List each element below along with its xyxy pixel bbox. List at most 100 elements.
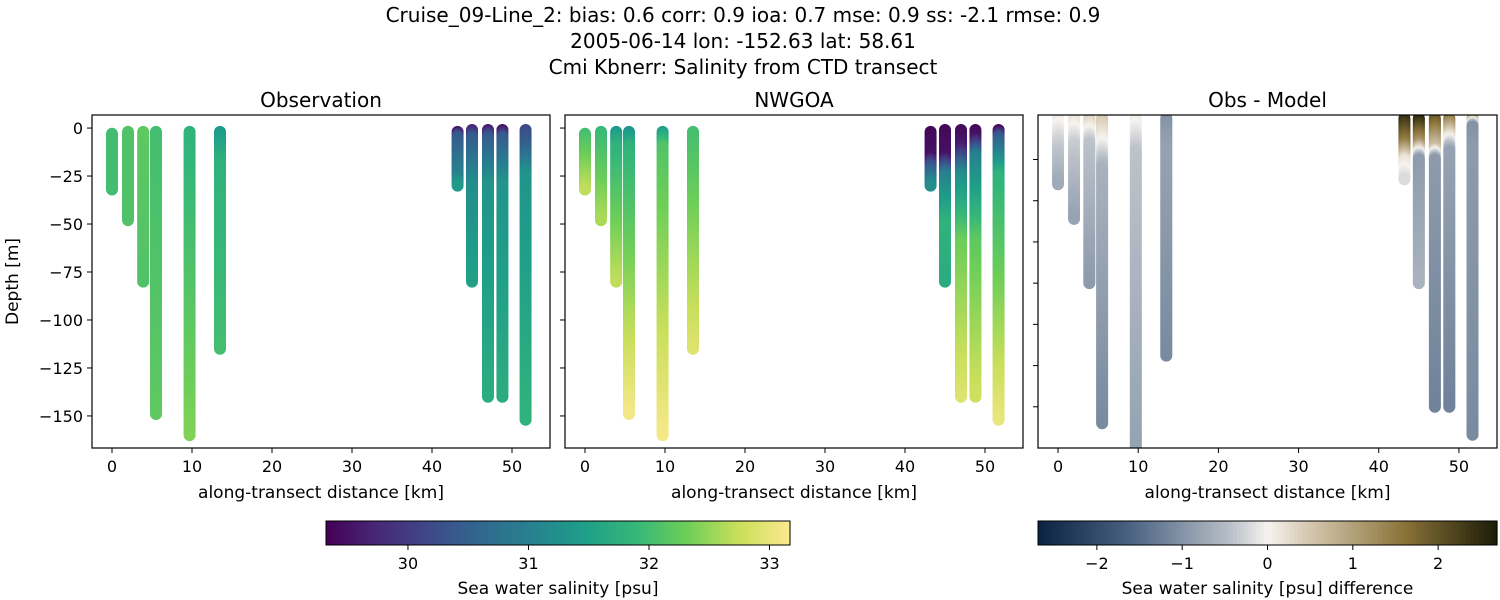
figure-title-line-1: Cruise_09-Line_2: bias: 0.6 corr: 0.9 io… <box>386 3 1101 27</box>
colorbar-swatch <box>1286 521 1292 545</box>
colorbar-swatch <box>759 521 764 545</box>
data-point-cast-3 <box>137 275 150 288</box>
colorbar-swatch <box>712 521 718 545</box>
colorbar-swatch <box>1057 521 1062 545</box>
colorbar-swatch <box>515 521 520 545</box>
data-point-cast-9 <box>1428 400 1441 413</box>
colorbar-swatch <box>418 521 424 545</box>
colorbar-swatch <box>426 521 431 545</box>
colorbar-swatch <box>1217 521 1223 545</box>
colorbar-swatch <box>1481 521 1487 545</box>
colorbar-tick-label: 0 <box>1262 554 1272 573</box>
colorbar-swatch <box>1401 521 1406 545</box>
colorbar-swatch <box>1435 521 1441 545</box>
colorbar-swatch <box>1110 521 1116 545</box>
colorbar-swatch <box>1168 521 1173 545</box>
colorbar-swatch <box>1344 521 1349 545</box>
colorbar-swatch <box>1164 521 1169 545</box>
colorbar-swatch <box>1236 521 1242 545</box>
colorbar-swatch <box>1412 521 1418 545</box>
colorbar-swatch <box>1194 521 1200 545</box>
data-point-cast-4 <box>623 408 635 421</box>
x-axis-label: along-transect distance [km] <box>671 483 917 503</box>
colorbar-swatch <box>469 521 474 545</box>
colorbar-swatch <box>1393 521 1399 545</box>
colorbar-label: Sea water salinity [psu] <box>458 579 659 599</box>
colorbar-swatch <box>1099 521 1104 545</box>
colorbar-swatch <box>380 521 385 545</box>
colorbar-swatch <box>1072 521 1077 545</box>
y-tick-label: −75 <box>49 263 83 282</box>
data-point-cast-9 <box>482 390 494 403</box>
colorbar-swatch <box>523 521 528 545</box>
data-point-cast-4 <box>1096 417 1109 430</box>
colorbar-swatch <box>1485 521 1490 545</box>
colorbar-swatch <box>488 521 493 545</box>
colorbar-swatch <box>747 521 752 545</box>
colorbar-swatch <box>1405 521 1410 545</box>
colorbar-swatch <box>395 521 401 545</box>
x-tick-label: 40 <box>1369 457 1389 476</box>
colorbar-swatch <box>345 521 350 545</box>
colorbar-swatch <box>434 521 439 545</box>
data-point-cast-7 <box>924 179 937 192</box>
data-point-cast-1 <box>579 183 591 196</box>
data-point-cast-8 <box>1412 277 1425 290</box>
colorbar-swatch <box>457 521 462 545</box>
colorbar-swatch <box>1386 521 1391 545</box>
colorbar-swatch <box>755 521 760 545</box>
colorbar-swatch <box>1424 521 1429 545</box>
x-tick-label: 50 <box>1449 457 1469 476</box>
colorbar-swatch <box>561 521 567 545</box>
colorbar-swatch <box>616 521 621 545</box>
figure-title-line-3: Cmi Kbnerr: Salinity from CTD transect <box>549 55 938 79</box>
colorbar-swatch <box>650 521 656 545</box>
colorbar-swatch <box>1378 521 1383 545</box>
colorbar-swatch <box>720 521 725 545</box>
colorbar-swatch <box>1305 521 1311 545</box>
data-point-cast-5 <box>183 429 196 442</box>
colorbar-swatch <box>666 521 671 545</box>
data-point-cast-6 <box>687 342 699 355</box>
colorbar-swatch <box>1298 521 1303 545</box>
colorbar-swatch <box>449 521 455 545</box>
colorbar-tick-label: 31 <box>518 554 538 573</box>
colorbar-swatch <box>1336 521 1341 545</box>
colorbar-swatch <box>1091 521 1096 545</box>
colorbar-swatch <box>1409 521 1414 545</box>
colorbar-swatch <box>1064 521 1070 545</box>
colorbar-swatch <box>1263 521 1269 545</box>
colorbar-swatch <box>1171 521 1177 545</box>
colorbar-swatch <box>565 521 571 545</box>
panel-obs: Observation 0 10 20 30 40 50 along-transect dis… <box>3 88 551 503</box>
colorbar-swatch <box>422 521 428 545</box>
colorbar-swatch <box>786 521 791 545</box>
colorbar-swatch <box>1041 521 1047 545</box>
data-point-cast-8 <box>939 275 951 288</box>
colorbar-swatch <box>770 521 776 545</box>
colorbar-swatch <box>1244 521 1249 545</box>
colorbar-swatch <box>708 521 714 545</box>
colorbar-swatch <box>472 521 478 545</box>
x-tick-label: 20 <box>735 457 755 476</box>
colorbar-swatch <box>1454 521 1460 545</box>
data-point-cast-11 <box>1466 428 1479 441</box>
colorbar-swatch <box>1493 521 1498 545</box>
colorbar-swatch <box>1045 521 1051 545</box>
colorbar-swatch <box>732 521 737 545</box>
colorbar-swatch <box>530 521 536 545</box>
colorbar-swatch <box>631 521 636 545</box>
colorbar-swatch <box>368 521 373 545</box>
panel-diff: Obs - Model 0 10 20 30 40 50 along-transect dis… <box>1033 88 1498 503</box>
x-tick-label: 50 <box>975 457 995 476</box>
colorbar-swatch <box>534 521 540 545</box>
data-point-cast-3 <box>610 275 623 288</box>
colorbar-swatch <box>476 521 482 545</box>
colorbar-swatch <box>364 521 370 545</box>
colorbar-swatch <box>1363 521 1368 545</box>
colorbar-swatch <box>674 521 679 545</box>
colorbar-swatch <box>1202 521 1207 545</box>
colorbar-swatch <box>1248 521 1253 545</box>
colorbar-swatch <box>1183 521 1188 545</box>
